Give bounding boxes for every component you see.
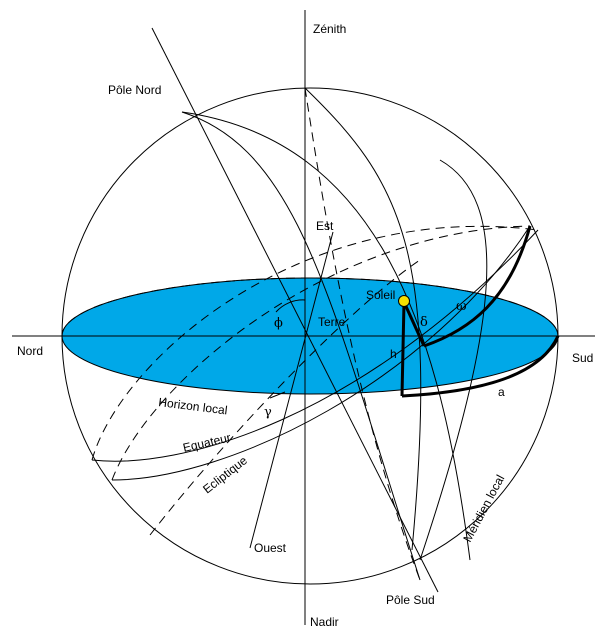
- sun-dot: [398, 295, 410, 307]
- meridien-local-label: Méridien local: [460, 472, 507, 544]
- azimuth-arc: [401, 335, 560, 398]
- meridian-arc-back: [304, 87, 421, 581]
- hour-angle-arc: [423, 225, 532, 348]
- equator-front: [91, 229, 539, 462]
- hour-circle-left: [149, 259, 421, 536]
- declination-line: [402, 301, 426, 347]
- equateur-label: Equateur: [182, 430, 233, 455]
- soleil-label: Soleil: [366, 288, 395, 302]
- ecliptic-back: [111, 225, 531, 481]
- zenith-label: Zénith: [313, 22, 346, 36]
- a-label: a: [498, 385, 505, 399]
- h-label: h: [390, 347, 397, 361]
- gamma-label: γ: [264, 405, 272, 420]
- altitude-line: [400, 301, 406, 397]
- pole-sud-label: Pôle Sud: [386, 593, 435, 607]
- phi-label: ϕ: [274, 316, 283, 331]
- pole-nord-label: Pôle Nord: [108, 83, 161, 97]
- terre-label: Terre: [318, 315, 346, 329]
- gamma-mark: [269, 391, 286, 399]
- meridian-arc-3: [304, 87, 422, 551]
- polar-axis: [151, 27, 439, 593]
- horizon-local-label: Horizon local: [158, 395, 229, 417]
- sud-label: Sud: [572, 351, 593, 365]
- equator-back: [91, 225, 539, 461]
- horizon-back-edge: [61, 277, 559, 337]
- nord-label: Nord: [17, 344, 43, 358]
- est-label: Est: [316, 219, 334, 233]
- nadir-label: Nadir: [310, 615, 339, 629]
- ouest-label: Ouest: [254, 541, 287, 555]
- ecliptic-front: [111, 225, 531, 481]
- hour-circle-right: [419, 159, 488, 561]
- omega-label: ω: [456, 299, 467, 314]
- ecliptique-label: Ecliptique: [200, 453, 250, 496]
- meridian-arc-2: [181, 111, 471, 561]
- phi-arc: [275, 299, 306, 313]
- delta-label: δ: [420, 315, 428, 330]
- meridian-arc-1: [181, 111, 421, 581]
- east-west-axis: [249, 231, 334, 549]
